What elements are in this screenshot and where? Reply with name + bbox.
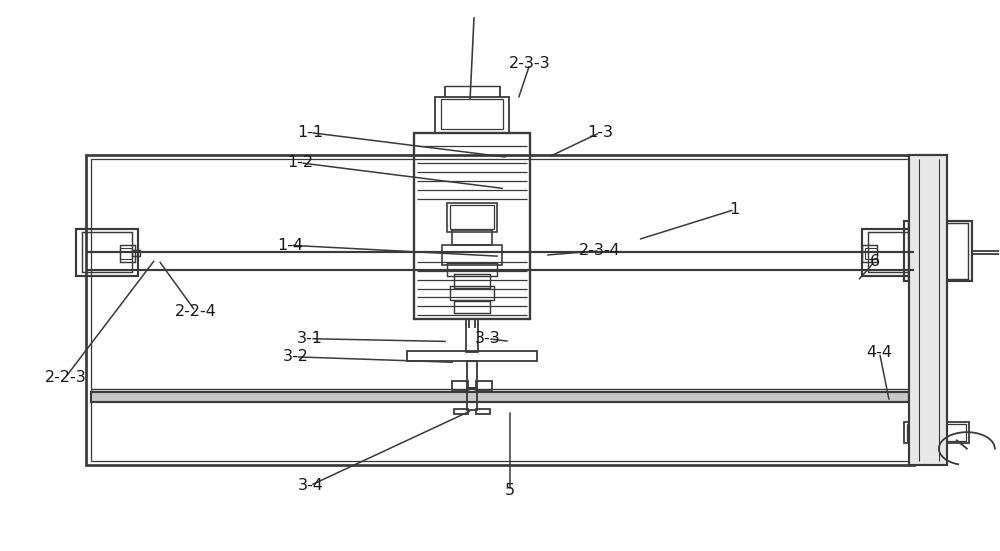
Bar: [447, 203, 497, 231]
Bar: [91, 392, 909, 402]
Text: 2-3-4: 2-3-4: [579, 244, 621, 258]
Bar: [862, 229, 924, 276]
Text: 3-2: 3-2: [282, 349, 308, 364]
Bar: [454, 408, 468, 414]
Bar: [442, 245, 502, 264]
Bar: [441, 99, 503, 129]
Bar: [414, 133, 530, 320]
Text: 1-4: 1-4: [277, 238, 303, 253]
Bar: [450, 287, 494, 300]
Text: 3-3: 3-3: [475, 331, 501, 346]
Text: 1-2: 1-2: [287, 155, 313, 170]
Bar: [904, 422, 969, 443]
Bar: [868, 232, 918, 272]
Text: 3-1: 3-1: [297, 331, 323, 346]
Text: 2-3-3: 2-3-3: [509, 56, 551, 72]
Bar: [466, 320, 478, 353]
Bar: [907, 424, 966, 441]
Bar: [86, 155, 914, 465]
Bar: [904, 220, 972, 281]
Bar: [454, 301, 490, 313]
Bar: [91, 159, 909, 461]
Text: 2-2-3: 2-2-3: [45, 370, 86, 385]
Text: 1: 1: [730, 202, 740, 217]
Text: 1-3: 1-3: [587, 125, 613, 140]
Text: 5: 5: [505, 483, 515, 499]
Bar: [467, 388, 477, 410]
Text: 1-1: 1-1: [297, 125, 323, 140]
Bar: [865, 248, 877, 259]
Bar: [909, 155, 947, 465]
Bar: [452, 381, 468, 390]
Bar: [862, 245, 877, 262]
Bar: [450, 205, 494, 229]
Bar: [435, 97, 509, 133]
Bar: [467, 361, 477, 388]
Bar: [82, 232, 132, 272]
Bar: [908, 223, 968, 279]
Bar: [120, 248, 132, 259]
Text: 6: 6: [869, 254, 880, 269]
Bar: [407, 351, 537, 361]
Bar: [476, 381, 492, 390]
Text: 2-2-4: 2-2-4: [174, 304, 216, 318]
Bar: [76, 229, 138, 276]
Bar: [452, 230, 492, 245]
Bar: [120, 245, 135, 262]
Text: 4-4: 4-4: [866, 345, 892, 360]
Bar: [447, 263, 497, 276]
Bar: [132, 250, 140, 256]
Bar: [454, 274, 490, 288]
Text: 3-4: 3-4: [297, 478, 323, 493]
Bar: [909, 155, 947, 465]
Bar: [476, 408, 490, 414]
